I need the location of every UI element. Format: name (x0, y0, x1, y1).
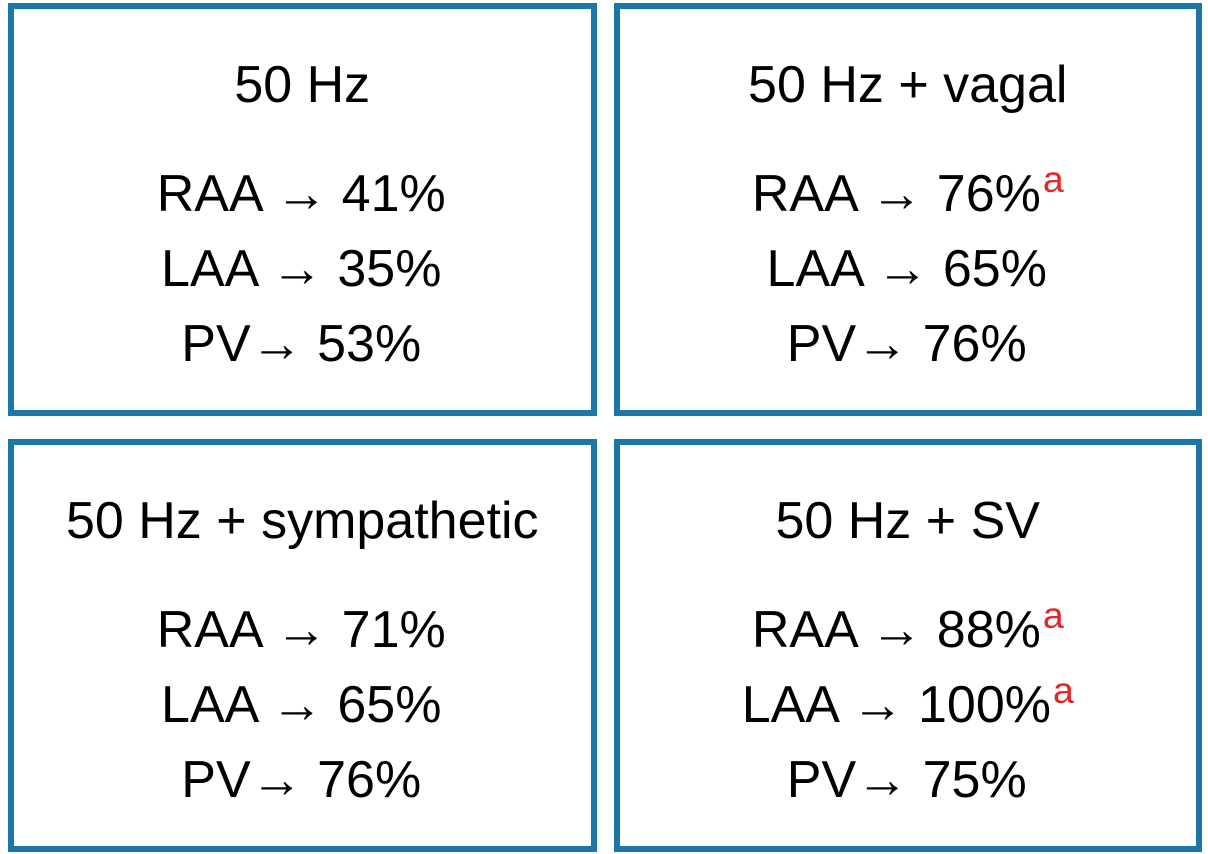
footnote-marker: a (1042, 158, 1064, 201)
data-line-raa: RAA → 88%a (620, 594, 1197, 670)
data-line-laa: LAA → 65% (14, 670, 591, 745)
panel-50hz-sympathetic: 50 Hz + sympathetic RAA → 71% LAA → 65% … (8, 439, 597, 852)
data-line-text: RAA → 71% (156, 601, 446, 659)
panel-lines: RAA → 71% LAA → 65% PV→ 76% (14, 595, 591, 820)
data-line-text: RAA → 88% (751, 601, 1041, 659)
footnote-marker: a (1053, 669, 1074, 712)
panel-title: 50 Hz + sympathetic (65, 492, 539, 550)
panel-lines: RAA → 76%a LAA → 65% PV→ 76% (620, 158, 1197, 384)
data-line-pv: PV→ 76% (14, 745, 591, 820)
panel-50hz: 50 Hz RAA → 41% LAA → 35% PV→ 53% (8, 3, 597, 416)
data-line-text: PV→ 53% (181, 315, 422, 373)
data-line-raa: RAA → 41% (14, 159, 591, 234)
data-line-raa: RAA → 76%a (620, 158, 1197, 234)
data-line-raa: RAA → 71% (14, 595, 591, 670)
footnote-marker: a (1042, 594, 1064, 637)
data-line-text: LAA → 65% (161, 676, 442, 734)
panel-50hz-sv: 50 Hz + SV RAA → 88%a LAA → 100%a PV→ 75… (613, 439, 1202, 852)
data-line-text: PV→ 75% (786, 751, 1027, 809)
panel-lines: RAA → 88%a LAA → 100%a PV→ 75% (620, 594, 1197, 820)
data-line-text: RAA → 76% (751, 165, 1041, 223)
data-line-pv: PV→ 53% (14, 309, 591, 384)
data-line-text: PV→ 76% (786, 315, 1027, 373)
panel-title: 50 Hz + SV (775, 492, 1040, 550)
data-line-text: LAA → 35% (161, 240, 442, 298)
data-line-text: LAA → 65% (766, 240, 1047, 298)
data-line-text: RAA → 41% (156, 165, 446, 223)
data-line-pv: PV→ 76% (620, 309, 1197, 384)
data-line-text: LAA → 100% (741, 676, 1051, 734)
panel-lines: RAA → 41% LAA → 35% PV→ 53% (14, 159, 591, 384)
data-line-laa: LAA → 100%a (620, 669, 1197, 745)
data-line-laa: LAA → 35% (14, 234, 591, 309)
panel-title: 50 Hz (234, 56, 371, 114)
data-line-pv: PV→ 75% (620, 745, 1197, 820)
data-line-text: PV→ 76% (181, 751, 422, 809)
panel-title: 50 Hz + vagal (748, 56, 1068, 114)
panel-50hz-vagal: 50 Hz + vagal RAA → 76%a LAA → 65% PV→ 7… (613, 3, 1202, 416)
data-line-laa: LAA → 65% (620, 234, 1197, 309)
